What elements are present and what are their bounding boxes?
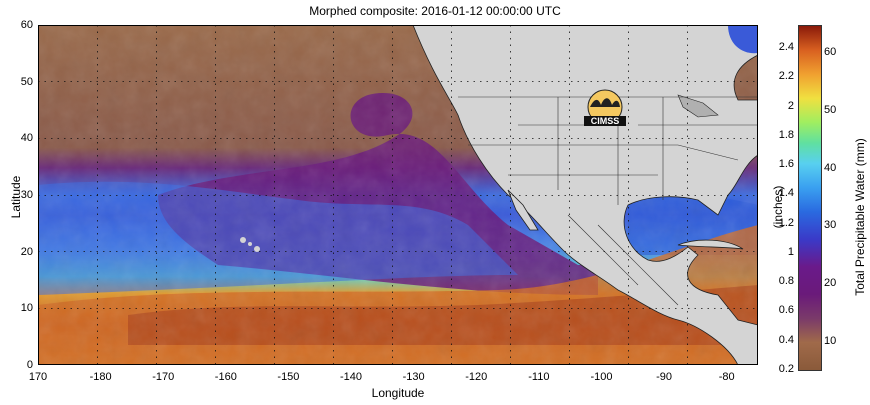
hudson-bay-water [728, 25, 758, 54]
x-tick-label: -180 [89, 371, 112, 383]
x-tick-label: -160 [214, 371, 237, 383]
colorbar-inch-tick: 2.4 [778, 40, 794, 53]
colorbar-inch-tick: 1.2 [778, 216, 794, 229]
y-tick-label: 40 [20, 132, 33, 145]
graticule [38, 25, 758, 365]
north-america-land [412, 25, 758, 365]
colorbar-inch-tick: 0.6 [778, 304, 794, 317]
colorbar-inch-tick: 1.6 [778, 158, 794, 171]
logo-text: CIMSS [591, 116, 620, 126]
colorbar-inch-tick: 2 [787, 99, 794, 112]
map-title: Morphed composite: 2016-01-12 00:00:00 U… [309, 4, 561, 18]
baja-california [507, 189, 539, 231]
colorbar-mm-tick: 40 [824, 161, 837, 174]
colorbar-inch-tick: 2.2 [778, 70, 794, 83]
x-tick-label: -120 [465, 371, 488, 383]
x-tick-label: -170 [152, 371, 175, 383]
colorbar-mm-label: Total Precipitable Water (mm) [853, 138, 867, 296]
x-tick-label: -130 [402, 371, 425, 383]
colorbar-inch-tick: 0.4 [778, 333, 794, 346]
y-tick-label: 0 [26, 359, 33, 371]
colorbar-inches-label: (inches) [771, 185, 785, 229]
y-tick-label: 10 [20, 302, 33, 315]
tpw-map: CIMSS [38, 25, 758, 365]
colorbar-inch-tick: 1.4 [778, 187, 794, 200]
y-tick-label: 20 [20, 245, 33, 258]
colorbar-mm-tick: 10 [824, 334, 837, 347]
x-tick-label: -110 [528, 371, 550, 383]
great-lakes [677, 94, 719, 118]
x-tick-label: -80 [718, 371, 735, 383]
colorbar-mm-tick: 30 [824, 219, 837, 232]
colorbar-mm-tick: 60 [824, 46, 837, 59]
colorbar-inch-tick: 1.8 [778, 128, 794, 141]
x-tick-label: -100 [590, 371, 613, 383]
colorbar-mm-tick: 20 [824, 277, 837, 289]
x-tick-label: -90 [656, 371, 673, 383]
y-axis-label: Latitude [9, 175, 23, 219]
y-tick-label: 30 [20, 189, 33, 201]
colorbar [798, 25, 822, 371]
cuba-island [677, 239, 744, 250]
x-tick-label: -150 [277, 371, 300, 383]
x-tick-label: 170 [28, 371, 48, 383]
hawaii-islands [240, 237, 260, 252]
colorbar-inch-tick: 0.8 [778, 275, 794, 288]
y-tick-label: 50 [20, 75, 33, 88]
colorbar-inch-tick: 1 [787, 245, 794, 258]
x-axis-label: Longitude [371, 386, 425, 400]
colorbar-mm-tick: 50 [824, 104, 837, 117]
y-tick-label: 60 [20, 19, 33, 31]
cimss-logo: CIMSS [584, 89, 626, 126]
x-tick-label: -140 [340, 371, 363, 383]
colorbar-inch-tick: 0.2 [778, 363, 794, 375]
